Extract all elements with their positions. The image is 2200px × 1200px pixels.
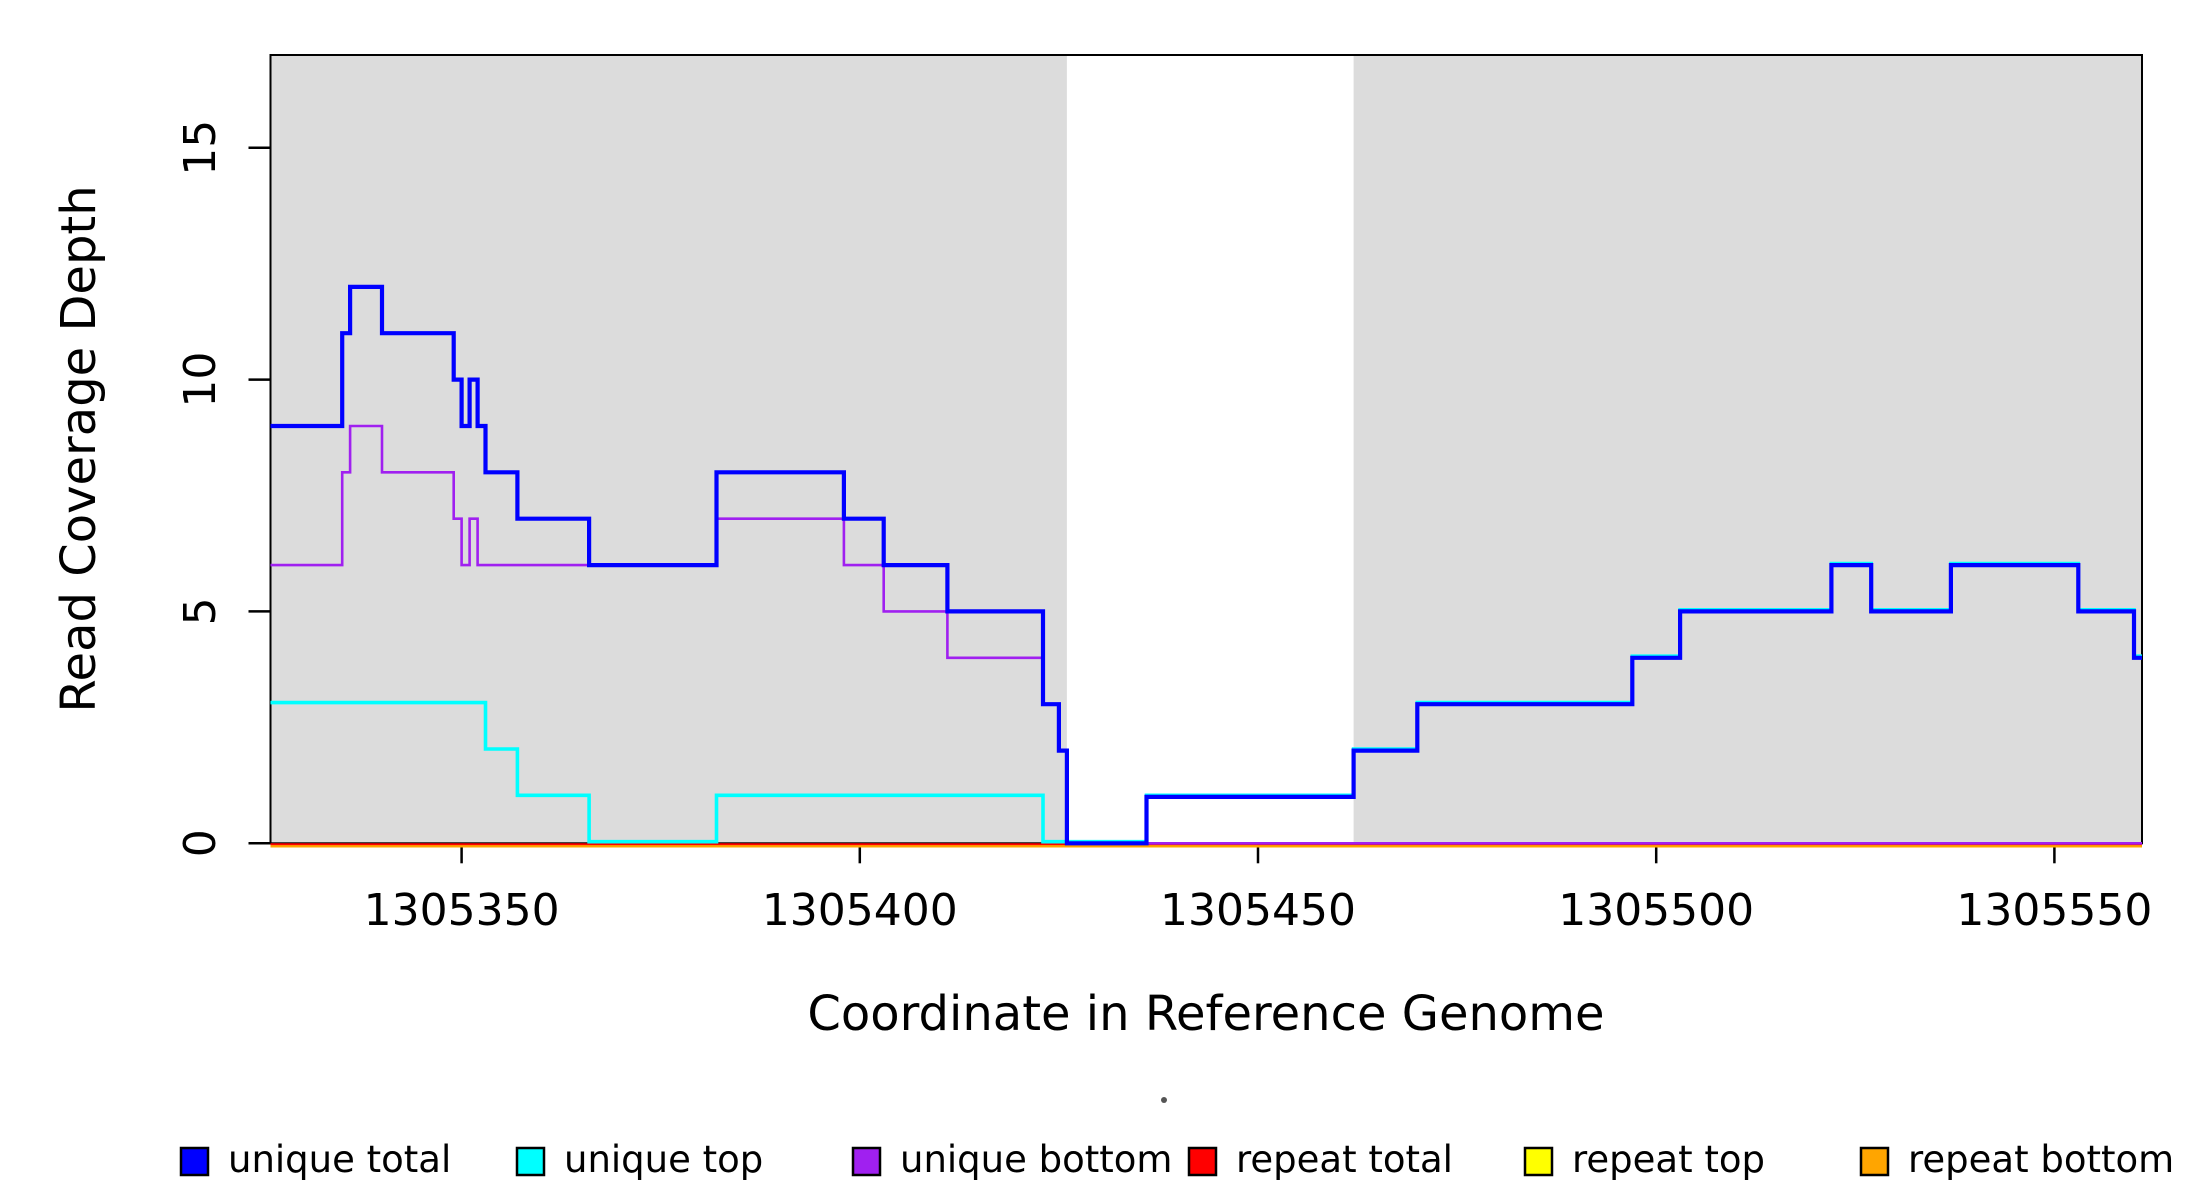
legend-swatch-unique-bottom [851, 1146, 882, 1177]
legend-swatch-repeat-top [1523, 1146, 1554, 1177]
y-tick-label: 15 [175, 120, 226, 176]
legend-label-unique-bottom: unique bottom [900, 1138, 1172, 1181]
legend-swatch-unique-total [179, 1146, 210, 1177]
unique-region-left [270, 55, 1067, 844]
x-axis-title: Coordinate in Reference Genome [807, 986, 1604, 1042]
shaded-unique-regions [270, 55, 2142, 844]
y-tick-label: 0 [175, 829, 226, 857]
series-line-unique-total [270, 284, 2142, 846]
legend-label-repeat-bottom: repeat bottom [1908, 1138, 2174, 1181]
legend-label-repeat-total: repeat total [1236, 1138, 1453, 1181]
legend-item-unique-total: unique total [179, 1138, 451, 1181]
x-axis-ticks: 1305350 1305400 1305450 1305500 1305550 [364, 843, 2152, 936]
x-tick-label: 1305450 [1160, 885, 1356, 936]
legend-swatch-repeat-total [1187, 1146, 1218, 1177]
legend-swatch-unique-top [515, 1146, 546, 1177]
unique-region-right [1353, 55, 2142, 844]
legend-item-repeat-bottom: repeat bottom [1859, 1138, 2174, 1181]
legend-label-repeat-top: repeat top [1572, 1138, 1765, 1181]
coverage-step-lines [270, 284, 2142, 848]
x-tick-label: 1305500 [1558, 885, 1754, 936]
y-axis-ticks: 0 5 10 15 [175, 120, 271, 857]
legend-swatch-repeat-bottom [1859, 1146, 1890, 1177]
legend: unique total unique top unique bottom repea… [179, 1138, 2174, 1181]
legend-label-unique-total: unique total [228, 1138, 451, 1181]
x-tick-label: 1305350 [364, 885, 560, 936]
legend-item-repeat-total: repeat total [1187, 1138, 1453, 1181]
legend-item-repeat-top: repeat top [1523, 1138, 1765, 1181]
x-tick-label: 1305550 [1956, 885, 2152, 936]
x-tick-label: 1305400 [762, 885, 958, 936]
legend-item-unique-bottom: unique bottom [851, 1138, 1172, 1181]
y-tick-label: 10 [175, 352, 226, 408]
y-axis-title: Read Coverage Depth [51, 185, 107, 712]
legend-label-unique-top: unique top [564, 1138, 763, 1181]
artifact-dot [1161, 1097, 1167, 1103]
y-tick-label: 5 [175, 597, 226, 625]
legend-item-unique-top: unique top [515, 1138, 763, 1181]
